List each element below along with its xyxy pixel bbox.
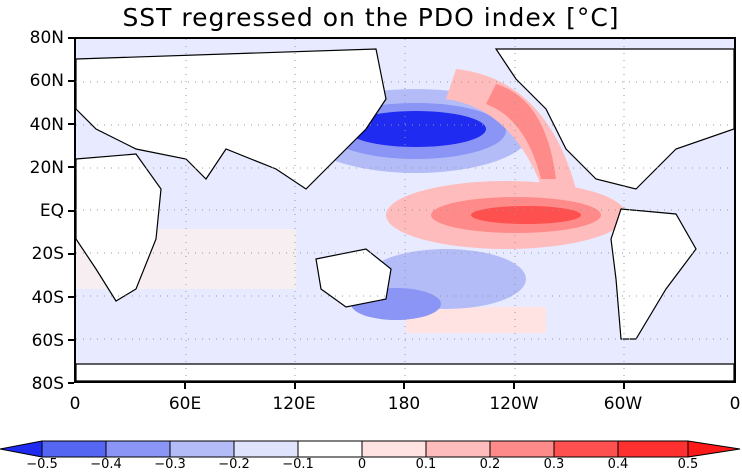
x-label-120w: 120W bbox=[489, 394, 539, 414]
y-label-eq: EQ bbox=[39, 201, 64, 221]
colorbar-label: 0.3 bbox=[543, 457, 565, 472]
colorbar-label: −0.4 bbox=[90, 457, 122, 472]
y-tick bbox=[68, 80, 74, 82]
x-label-120e: 120E bbox=[272, 394, 316, 414]
x-label-180: 180 bbox=[387, 394, 421, 414]
colorbar-upper-arrow bbox=[687, 440, 741, 458]
colorbar-segment bbox=[297, 440, 363, 458]
y-label-60n: 60N bbox=[29, 71, 64, 91]
colorbar-label: −0.5 bbox=[26, 457, 58, 472]
colorbar-label: −0.1 bbox=[282, 457, 314, 472]
x-label-0-right: 0 bbox=[729, 394, 741, 414]
y-label-20s: 20S bbox=[31, 244, 64, 264]
gridlines bbox=[76, 39, 734, 381]
y-label-20n: 20N bbox=[29, 158, 64, 178]
colorbar-label: 0.1 bbox=[415, 457, 437, 472]
colorbar bbox=[0, 440, 742, 475]
x-tick bbox=[403, 383, 405, 389]
colorbar-segment bbox=[553, 440, 619, 458]
land-australia bbox=[315, 248, 392, 308]
colorbar-segment bbox=[233, 440, 299, 458]
x-tick bbox=[294, 383, 296, 389]
colorbar-label: 0.4 bbox=[607, 457, 629, 472]
x-label-60w: 60W bbox=[603, 394, 643, 414]
y-tick bbox=[68, 253, 74, 255]
colorbar-segment bbox=[105, 440, 171, 458]
x-label-0: 0 bbox=[69, 394, 81, 414]
x-tick bbox=[623, 383, 625, 389]
warm-tongue-core bbox=[471, 206, 581, 224]
colorbar-segment bbox=[361, 440, 427, 458]
map-panel bbox=[74, 37, 736, 383]
land bbox=[76, 48, 734, 381]
x-label-60e: 60E bbox=[168, 394, 202, 414]
colorbar-label: 0.5 bbox=[677, 457, 699, 472]
land-antarctica bbox=[76, 363, 734, 381]
colorbar-segment bbox=[41, 440, 107, 458]
y-label-80s: 80S bbox=[31, 374, 64, 394]
land-eurasia bbox=[76, 48, 387, 190]
y-tick bbox=[68, 210, 74, 212]
colorbar-segment bbox=[617, 440, 689, 458]
land-north-america bbox=[494, 48, 734, 190]
colorbar-label: −0.2 bbox=[218, 457, 250, 472]
land-africa bbox=[76, 153, 162, 302]
y-tick bbox=[68, 166, 74, 168]
colorbar-label: 0.2 bbox=[479, 457, 501, 472]
colorbar-lower-arrow bbox=[0, 440, 43, 458]
colorbar-label: 0 bbox=[357, 457, 367, 472]
warm-arc-inner bbox=[486, 84, 556, 179]
y-label-40s: 40S bbox=[31, 288, 64, 308]
y-tick bbox=[68, 339, 74, 341]
colorbar-segment bbox=[489, 440, 555, 458]
y-label-60s: 60S bbox=[31, 331, 64, 351]
y-tick bbox=[68, 123, 74, 125]
colorbar-svg bbox=[0, 440, 741, 458]
y-tick bbox=[68, 296, 74, 298]
y-tick bbox=[68, 37, 74, 39]
colorbar-label: −0.3 bbox=[154, 457, 186, 472]
colorbar-segment bbox=[425, 440, 491, 458]
sst-map bbox=[76, 39, 734, 381]
y-tick bbox=[68, 382, 74, 384]
colorbar-segment bbox=[169, 440, 235, 458]
x-tick bbox=[184, 383, 186, 389]
y-label-80n: 80N bbox=[29, 28, 64, 48]
y-label-40n: 40N bbox=[29, 115, 64, 135]
x-tick bbox=[513, 383, 515, 389]
chart-title: SST regressed on the PDO index [°C] bbox=[122, 3, 620, 32]
cold-anomaly-core bbox=[346, 111, 486, 147]
